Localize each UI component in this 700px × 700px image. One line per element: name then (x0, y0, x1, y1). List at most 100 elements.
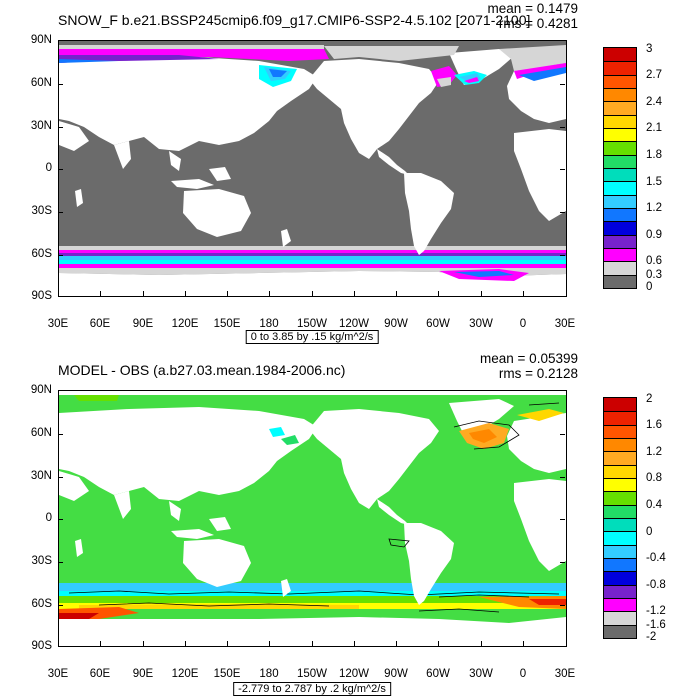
lat-label: 30N (30, 470, 52, 482)
colorbar-label: 2 (646, 393, 653, 405)
colorbar-box (604, 571, 636, 585)
lon-label: 150E (213, 668, 241, 680)
colorbar-box (604, 398, 636, 412)
colorbar-label: 0.3 (646, 269, 662, 281)
lon-label: 30E (554, 668, 576, 680)
colorbar-label: -1.6 (646, 619, 666, 631)
colorbar-box (604, 598, 636, 612)
lon-label: 60W (426, 668, 450, 680)
colorbar-box (604, 154, 636, 168)
colorbar (603, 47, 637, 289)
colorbar-label: -1.2 (646, 605, 666, 617)
colorbar-label: 1.5 (646, 176, 662, 188)
lon-label: 150W (296, 318, 328, 330)
lon-label: 120W (338, 668, 370, 680)
lon-label: 60E (89, 668, 111, 680)
colorbar-box (604, 221, 636, 235)
colorbar-box (604, 464, 636, 478)
colorbar-label: 0 (646, 526, 653, 538)
map-title: SNOW_F b.e21.BSSP245cmip6.f09_g17.CMIP6-… (58, 12, 531, 28)
colorbar-box (604, 584, 636, 598)
colorbar-box (604, 101, 636, 115)
colorbar-box (604, 181, 636, 195)
colorbar-box (604, 438, 636, 452)
colorbar-box (604, 194, 636, 208)
colorbar-box (604, 114, 636, 128)
lon-label: 180 (259, 318, 279, 330)
colorbar-label: 0.4 (646, 499, 662, 511)
colorbar-label: 0.9 (646, 229, 662, 241)
lon-label: 120W (338, 318, 370, 330)
lon-label: 90W (384, 318, 408, 330)
lat-label: 90S (31, 640, 52, 652)
rms-value: rms = 0.2128 (498, 366, 578, 381)
colorbar-box (604, 61, 636, 75)
colorbar-box (604, 518, 636, 532)
lat-label: 90N (30, 384, 52, 396)
colorbar-label: 2.7 (646, 69, 662, 81)
colorbar-box (604, 531, 636, 545)
lat-label: 90N (30, 34, 52, 46)
colorbar-label: 2.4 (646, 96, 662, 108)
lat-label: 30N (30, 120, 52, 132)
colorbar-box (604, 504, 636, 518)
map-title: MODEL - OBS (a.b27.03.mean.1984-2006.nc) (58, 362, 346, 378)
colorbar-label: 0.6 (646, 255, 662, 267)
colorbar-label: 0 (646, 281, 653, 293)
lat-label: 60N (30, 77, 52, 89)
colorbar-label: -2 (646, 631, 657, 643)
colorbar-label: -0.8 (646, 579, 666, 591)
lon-label: 150W (296, 668, 328, 680)
lon-label: 180 (259, 668, 279, 680)
colorbar-box (604, 624, 636, 638)
colorbar-box (604, 261, 636, 275)
colorbar-box (604, 168, 636, 182)
map-field (59, 41, 566, 296)
colorbar-label: -0.4 (646, 552, 666, 564)
lon-label: 0 (519, 318, 527, 330)
lon-label: 30W (469, 318, 493, 330)
colorbar-box (604, 558, 636, 572)
colorbar-box (604, 478, 636, 492)
panel-difference-map: MODEL - OBS (a.b27.03.mean.1984-2006.nc)… (0, 350, 700, 700)
lon-label: 120E (171, 668, 199, 680)
lon-label: 30E (47, 668, 69, 680)
colorbar-box (604, 74, 636, 88)
colorbar-box (604, 128, 636, 142)
lat-label: 30S (31, 555, 52, 567)
colorbar-label: 1.6 (646, 419, 662, 431)
colorbar-box (604, 424, 636, 438)
colorbar-box (604, 88, 636, 102)
colorbar-label: 0.8 (646, 472, 662, 484)
lon-label: 0 (519, 668, 527, 680)
rms-value: rms = 0.4281 (498, 16, 578, 31)
colorbar-box (604, 411, 636, 425)
colorbar-box (604, 491, 636, 505)
lon-label: 60W (426, 318, 450, 330)
colorbar-label: 2.1 (646, 122, 662, 134)
colorbar-box (604, 274, 636, 288)
lon-label: 30E (47, 318, 69, 330)
lat-label: 60N (30, 427, 52, 439)
contour-info-label: 0 to 3.85 by .15 kg/m^2/s (245, 330, 379, 344)
lat-label: 60S (31, 248, 52, 260)
colorbar-box (604, 234, 636, 248)
mean-value: mean = 0.1479 (487, 1, 578, 16)
lon-label: 60E (89, 318, 111, 330)
colorbar-box (604, 544, 636, 558)
lon-label: 30W (469, 668, 493, 680)
colorbar-label: 1.2 (646, 446, 662, 458)
colorbar-box (604, 208, 636, 222)
mean-value: mean = 0.05399 (480, 351, 578, 366)
lon-label: 30E (554, 318, 576, 330)
colorbar (603, 397, 637, 639)
colorbar-box (604, 141, 636, 155)
colorbar-box (604, 248, 636, 262)
lat-label: 90S (31, 290, 52, 302)
colorbar-label: 1.8 (646, 149, 662, 161)
lon-label: 90E (132, 318, 154, 330)
lon-label: 120E (171, 318, 199, 330)
lat-label: 0 (45, 512, 52, 524)
colorbar-box (604, 48, 636, 62)
colorbar-box (604, 611, 636, 625)
